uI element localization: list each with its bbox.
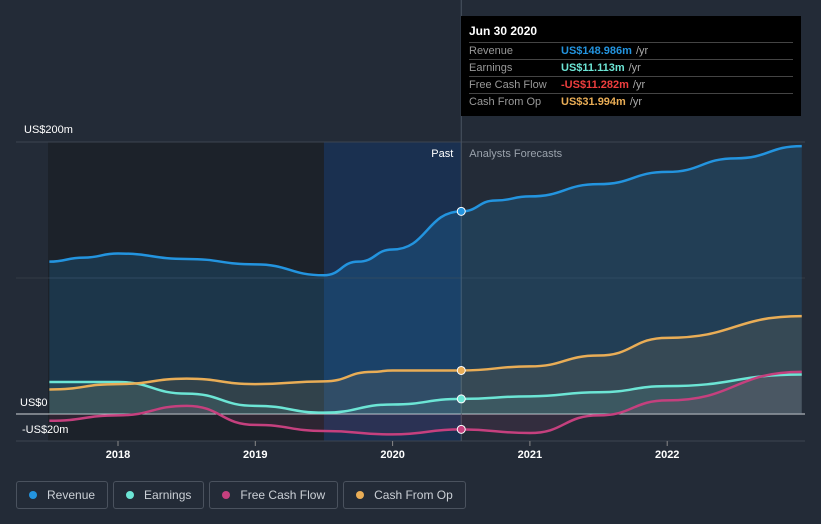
legend-dot-icon [29, 491, 37, 499]
x-tick-label: 2021 [518, 449, 542, 461]
earnings-line [49, 373, 802, 414]
x-tick-label: 2019 [243, 449, 267, 461]
tooltip-row: Free Cash Flow -US$11.282m/yr [469, 76, 793, 93]
legend-item-earnings[interactable]: Earnings [113, 481, 205, 509]
earnings-marker [456, 394, 466, 404]
tooltip-label: Free Cash Flow [469, 79, 547, 91]
y-tick-label: US$200m [24, 124, 73, 136]
tooltip-value: US$31.994m [561, 96, 626, 108]
legend-dot-icon [222, 491, 231, 499]
y-tick-label: US$0 [20, 397, 48, 409]
tooltip-value: US$148.986m [561, 45, 632, 57]
legend-item-free-cash-flow[interactable]: Free Cash Flow [209, 481, 339, 509]
legend-dot-icon [356, 491, 365, 499]
free-cash-flow-area [49, 371, 802, 435]
chart: US$200m US$0 -US$20m 2018 2019 2020 2021 2022 Pa… [16, 0, 805, 461]
legend: Revenue Earnings Free Cash Flow Cash From O… [16, 481, 466, 509]
free-cash-flow-marker [456, 424, 466, 434]
y-tick-label: -US$20m [22, 424, 68, 436]
tooltip-label: Revenue [469, 45, 514, 57]
cash-from-op-area [49, 316, 802, 414]
legend-label: Cash From Op [374, 488, 453, 502]
tooltip-label: Cash From Op [469, 96, 542, 108]
tooltip-row: Earnings US$11.113m/yr [469, 59, 793, 76]
cash-from-op-line [49, 314, 802, 391]
x-tick-label: 2020 [380, 449, 404, 461]
cash-from-op-marker [456, 365, 466, 375]
free-cash-flow-line [49, 370, 802, 436]
tooltip-unit: /yr [635, 45, 649, 57]
legend-label: Revenue [47, 488, 96, 502]
tooltip-unit: /yr [632, 79, 646, 91]
tooltip-unit: /yr [628, 62, 641, 74]
revenue-area [49, 146, 802, 414]
legend-item-cash-from-op[interactable]: Cash From Op [343, 481, 466, 509]
earnings-area [49, 374, 802, 414]
past-label: Past [431, 148, 453, 160]
legend-label: Earnings [144, 488, 192, 502]
legend-item-revenue[interactable]: Revenue [16, 481, 109, 509]
tooltip: Jun 30 2020 Revenue US$148.986m/yr Earning… [461, 16, 801, 116]
revenue-marker [456, 206, 466, 216]
tooltip-row: Cash From Op US$31.994m/yr [469, 93, 793, 110]
legend-label: Free Cash Flow [240, 488, 326, 502]
tooltip-unit: /yr [629, 96, 643, 108]
tooltip-date: Jun 30 2020 [469, 24, 538, 38]
highlight-shade [323, 142, 462, 441]
tooltip-label: Earnings [469, 62, 513, 74]
forecast-label: Analysts Forecasts [469, 148, 562, 160]
legend-dot-icon [126, 491, 135, 499]
tooltip-row: Revenue US$148.986m/yr [469, 42, 793, 59]
tooltip-value: -US$11.282m [561, 79, 629, 91]
tooltip-value: US$11.113m [561, 62, 625, 74]
revenue-line [49, 144, 802, 277]
x-tick-label: 2022 [655, 449, 679, 461]
past-shade [48, 142, 324, 441]
x-tick-label: 2018 [106, 449, 130, 461]
